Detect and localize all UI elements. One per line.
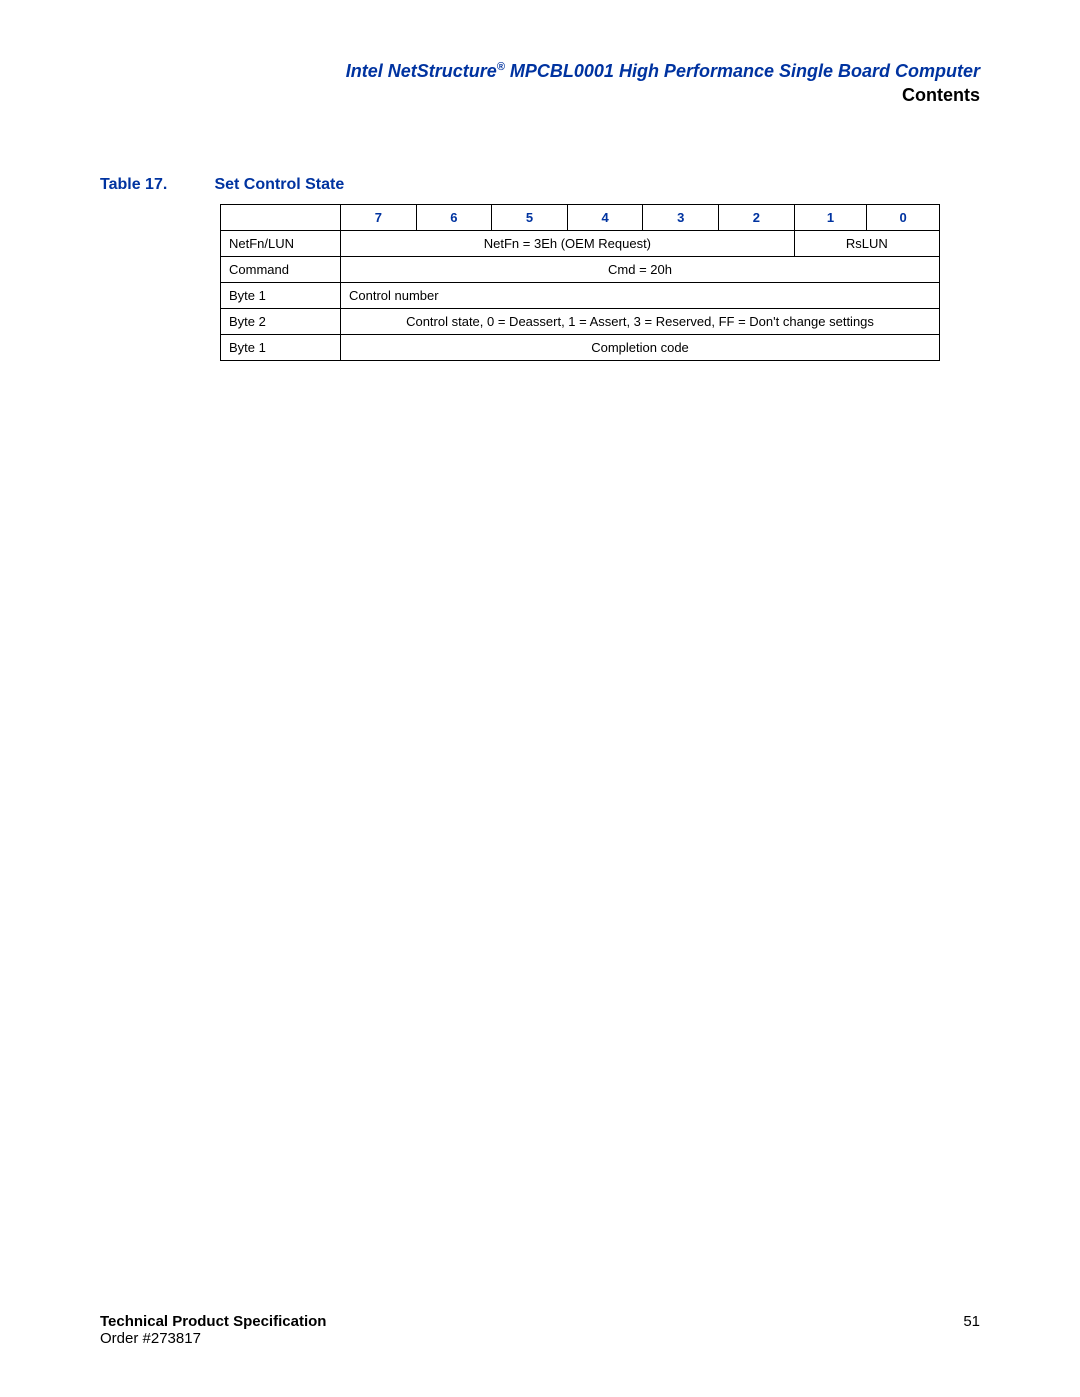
document-title: Intel NetStructure® MPCBL0001 High Perfo… (100, 60, 980, 83)
title-prefix: Intel NetStructure (346, 61, 497, 81)
table-number: Table 17. (100, 176, 210, 194)
table-row: Byte 1 Control number (221, 283, 940, 309)
row-label: Byte 1 (221, 283, 341, 309)
page-number: 51 (963, 1313, 980, 1330)
footer-spec-title: Technical Product Specification (100, 1313, 326, 1330)
registered-mark: ® (497, 61, 505, 73)
row-label: Command (221, 257, 341, 283)
footer-left: Technical Product Specification Order #2… (100, 1313, 326, 1347)
table-row: Command Cmd = 20h (221, 257, 940, 283)
section-label: Contents (100, 85, 980, 106)
header-empty (221, 205, 341, 231)
bit-header: 2 (719, 205, 795, 231)
row-label: Byte 2 (221, 309, 341, 335)
table-title: Set Control State (214, 176, 344, 193)
bit-header: 7 (341, 205, 417, 231)
cell-completion: Completion code (341, 335, 940, 361)
bit-header: 5 (492, 205, 568, 231)
bit-header: 0 (867, 205, 940, 231)
row-label: NetFn/LUN (221, 231, 341, 257)
table-caption: Table 17. Set Control State (100, 176, 980, 194)
cell-byte2: Control state, 0 = Deassert, 1 = Assert,… (341, 309, 940, 335)
page-footer: Technical Product Specification Order #2… (100, 1313, 980, 1347)
table-row: NetFn/LUN NetFn = 3Eh (OEM Request) RsLU… (221, 231, 940, 257)
bit-header: 3 (643, 205, 719, 231)
bit-header: 1 (794, 205, 867, 231)
table-row: Byte 2 Control state, 0 = Deassert, 1 = … (221, 309, 940, 335)
bit-header: 6 (416, 205, 492, 231)
spec-table: 7 6 5 4 3 2 1 0 NetFn/LUN NetFn = 3Eh (O… (220, 204, 940, 361)
cell-netfn: NetFn = 3Eh (OEM Request) (341, 231, 795, 257)
footer-order: Order #273817 (100, 1330, 326, 1347)
cell-byte1: Control number (341, 283, 940, 309)
table-row: Byte 1 Completion code (221, 335, 940, 361)
row-label: Byte 1 (221, 335, 341, 361)
title-suffix: MPCBL0001 High Performance Single Board … (505, 61, 980, 81)
page-header: Intel NetStructure® MPCBL0001 High Perfo… (100, 60, 980, 106)
table-header-row: 7 6 5 4 3 2 1 0 (221, 205, 940, 231)
cell-rslun: RsLUN (794, 231, 939, 257)
bit-header: 4 (567, 205, 643, 231)
cell-command: Cmd = 20h (341, 257, 940, 283)
